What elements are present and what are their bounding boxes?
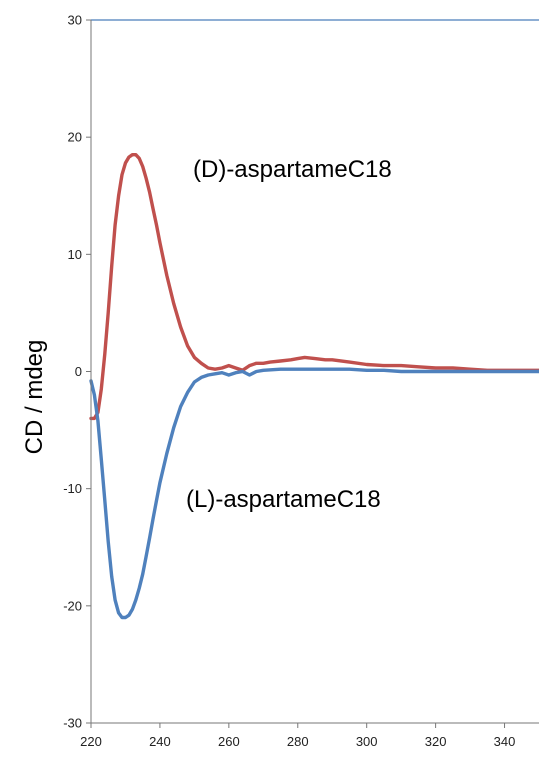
y-tick-label: -20: [63, 598, 82, 613]
y-tick-label: 30: [68, 13, 82, 28]
x-tick-label: 260: [218, 734, 240, 749]
annotation-d-aspartame: (D)-aspartameC18: [193, 156, 392, 183]
y-tick-label: 10: [68, 247, 82, 262]
series-line-l-aspartame: [89, 367, 539, 620]
x-tick-label: 220: [80, 734, 102, 749]
x-tick-label: 300: [356, 734, 378, 749]
x-tick-label: 240: [149, 734, 171, 749]
y-tick-label: -30: [63, 716, 82, 731]
annotation-l-aspartame: (L)-aspartameC18: [186, 486, 381, 513]
x-tick-label: 340: [494, 734, 516, 749]
y-axis-label: CD / mdeg: [21, 340, 48, 455]
x-tick-label: 280: [287, 734, 309, 749]
x-tick-label: 320: [425, 734, 447, 749]
series-line-d-aspartame: [89, 152, 539, 421]
series-layer: [89, 152, 539, 620]
y-tick-label: 20: [68, 130, 82, 145]
y-tick-label: -10: [63, 481, 82, 496]
axes-layer: CD / mdeg (D)-aspartameC18 (L)-aspartame…: [21, 13, 539, 749]
y-tick-label: 0: [75, 364, 82, 379]
